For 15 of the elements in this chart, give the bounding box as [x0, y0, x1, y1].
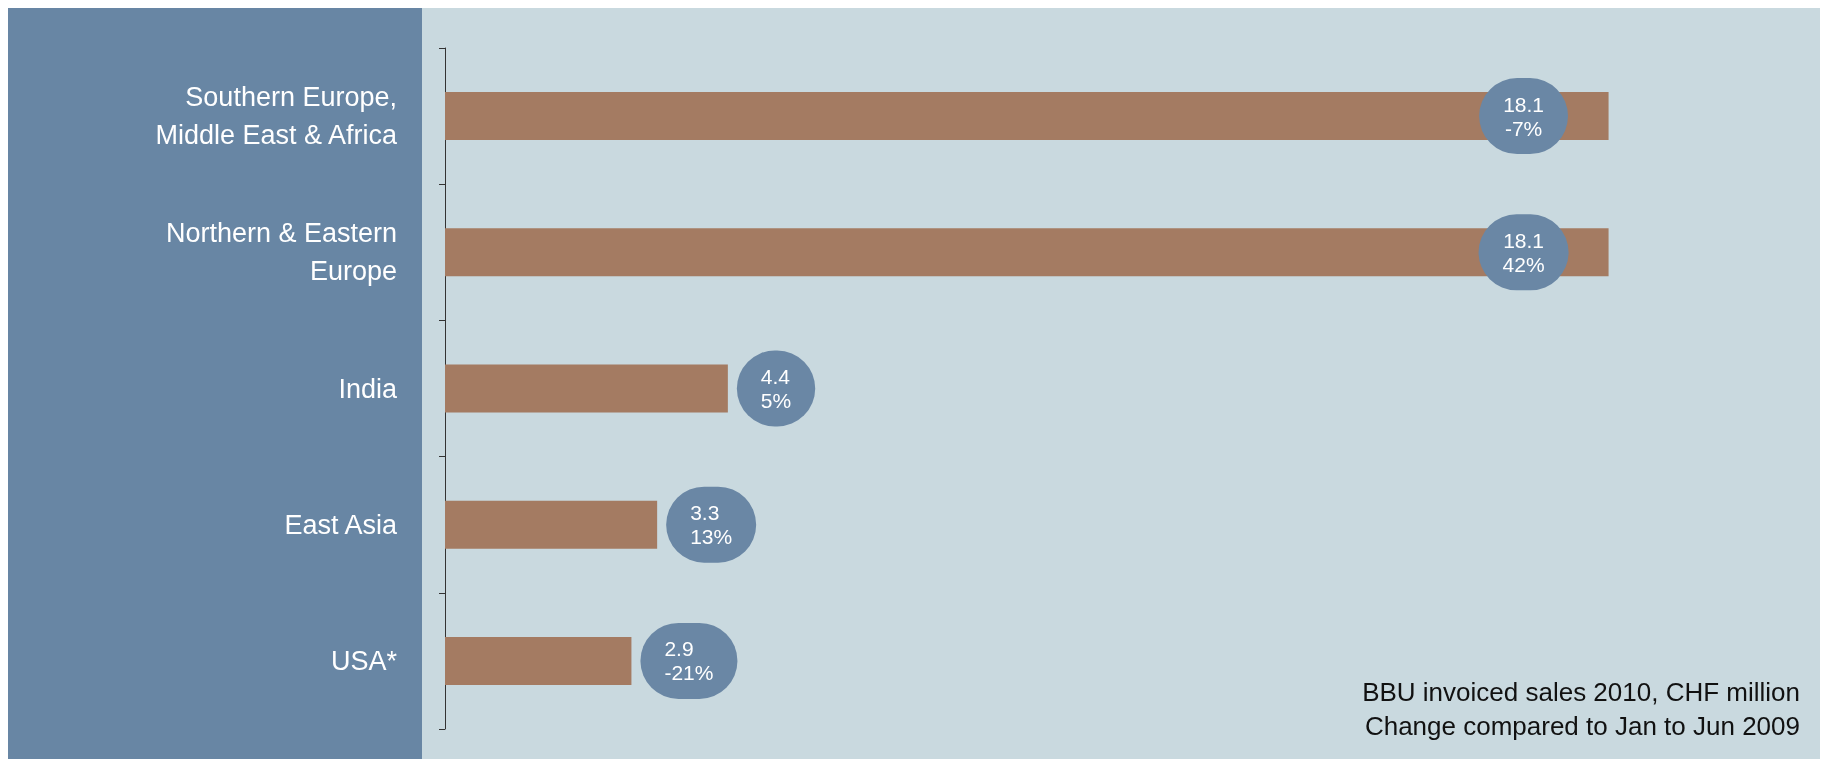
annotation: BBU invoiced sales 2010, CHF million	[1362, 677, 1800, 707]
y-tick-label: Northern & Eastern Europe	[165, 218, 397, 287]
bar	[445, 364, 728, 413]
data-label: 2.9 -21%	[664, 637, 714, 685]
data-label: 18.1 42%	[1502, 228, 1545, 276]
y-tick-label: India	[338, 373, 398, 404]
data-label: 18.1 -7%	[1503, 92, 1545, 140]
bar	[445, 500, 658, 549]
y-tick-label: East Asia	[284, 509, 398, 540]
data-label: 4.4 5%	[760, 365, 792, 412]
annotation: Change compared to Jan to Jun 2009	[1364, 711, 1800, 741]
data-label: 3.3 13%	[690, 501, 733, 549]
y-tick-label: Southern Europe, Middle East & Africa	[155, 82, 398, 151]
bar	[445, 636, 632, 685]
y-tick-label: USA*	[330, 645, 398, 676]
